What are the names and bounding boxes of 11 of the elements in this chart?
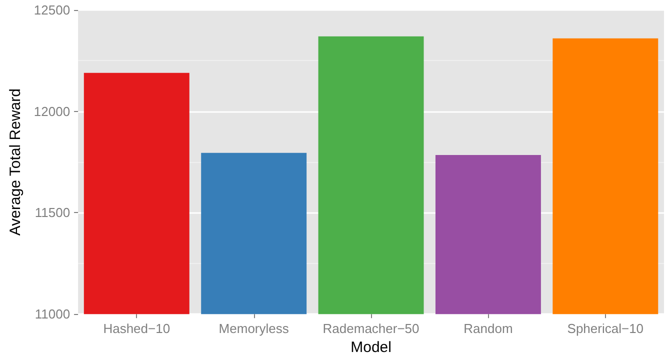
x-tick-label: Spherical−10: [567, 321, 644, 336]
y-tick-label: 12500: [34, 2, 70, 18]
x-tick-label: Rademacher−50: [322, 321, 420, 336]
x-axis-title: Model: [350, 339, 392, 356]
x-tick-label: Hashed−10: [103, 321, 170, 336]
y-axis-title: Average Total Reward: [7, 88, 24, 236]
y-tick-label: 12000: [34, 104, 70, 119]
y-tick-label: 11500: [34, 205, 70, 220]
y-tick-label: 11000: [34, 306, 70, 322]
x-tick-label: Memoryless: [218, 321, 290, 336]
x-tick-label: Random: [464, 321, 513, 336]
